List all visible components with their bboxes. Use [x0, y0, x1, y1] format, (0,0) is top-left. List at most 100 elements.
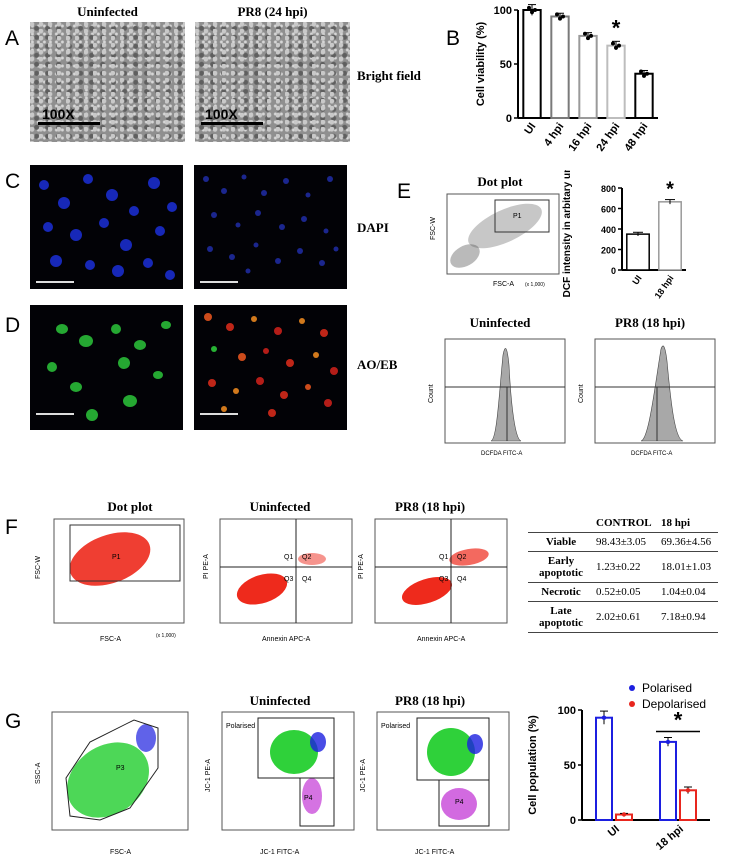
- quadrant-q4: Q4: [457, 576, 466, 583]
- bar: [626, 233, 650, 271]
- table-header: 18 hpi: [659, 514, 718, 533]
- x-tick-label: 16 hpi: [566, 121, 594, 154]
- scale-label: 100X: [42, 106, 75, 122]
- data-point: [586, 36, 590, 41]
- table-header: [528, 514, 594, 533]
- table-cell: 18.01±1.03: [659, 551, 718, 583]
- label-polarised: Polarised: [226, 723, 255, 730]
- x-tick-label: 24 hpi: [594, 121, 622, 154]
- data-point: [589, 33, 593, 38]
- header-uninfected-g: Uninfected: [249, 693, 311, 708]
- x-tick-label: 4 hpi: [542, 121, 567, 149]
- bar: [659, 740, 677, 821]
- axis-annexin: Annexin APC-A: [262, 636, 311, 643]
- table-row: Early apoptotic 1.23±0.22 18.01±1.03: [528, 551, 718, 583]
- panel-label-f: F: [5, 516, 18, 539]
- axis-fsc-w: FSC-W: [35, 556, 42, 579]
- x-tick-label: 48 hpi: [622, 121, 650, 154]
- data-point: [555, 12, 559, 17]
- legend-label: Polarised: [642, 681, 692, 695]
- data-point: [642, 73, 646, 78]
- gate-p3: P3: [116, 765, 125, 772]
- annexin-quadrant-pr8: Q1 Q2 Q3 Q4 PI PE-A Annexin APC-A: [358, 518, 508, 643]
- row-label-dapi: DAPI: [357, 220, 389, 235]
- table-row: Necrotic 0.52±0.05 1.04±0.04: [528, 582, 718, 602]
- axis-scale: (x 1,000): [525, 282, 545, 288]
- cell-population-chart: 0 50 100 Cell population (%) UI 18 hpi * Polari…: [527, 681, 710, 853]
- jc1-uninfected-plot: Polarised P4 JC-1 PE-A JC-1 FITC-A: [205, 711, 355, 856]
- data-point: [665, 739, 671, 745]
- y-tick-label: 0: [570, 815, 576, 827]
- jc1-scatter-plot: P3 SSC-A FSC-A: [35, 711, 189, 856]
- x-tick-label: UI: [522, 121, 538, 137]
- header-dot-plot-f: Dot plot: [107, 499, 153, 514]
- aoeb-uninfected-image: [30, 305, 183, 430]
- data-point: [614, 45, 618, 50]
- panel-label-d: D: [5, 314, 21, 337]
- panel-label-g: G: [5, 710, 22, 733]
- table-cell: 1.23±0.22: [594, 551, 660, 583]
- bar: [578, 34, 598, 119]
- table-cell: 2.02±0.61: [594, 601, 660, 633]
- axis-pi: PI PE-A: [203, 554, 210, 579]
- panel-label-b: B: [446, 27, 461, 50]
- bar: [522, 9, 542, 119]
- bar: [550, 15, 570, 119]
- annexin-dot-plot: P1 FSC-W FSC-A (x 1,000): [35, 518, 185, 643]
- y-tick-label: 400: [601, 225, 616, 235]
- header-uninfected-e: Uninfected: [469, 315, 531, 330]
- legend-label: Depolarised: [642, 697, 706, 711]
- row-label-bright-field: Bright field: [357, 68, 421, 83]
- y-axis-label: DCF intensity in arbitary unit: [562, 170, 573, 297]
- quadrant-q1: Q1: [284, 554, 293, 561]
- table-cell: 98.43±3.05: [594, 532, 660, 552]
- cell-viability-chart: 0 50 100 Cell viability (%) UI 4 hpi 16 hpi 24 …: [475, 4, 658, 154]
- significance-star: *: [612, 15, 621, 40]
- quadrant-q4: Q4: [302, 576, 311, 583]
- axis-fsc-a: FSC-A: [110, 849, 131, 856]
- y-tick-label: 200: [601, 246, 616, 256]
- table-cell: 7.18±0.94: [659, 601, 718, 633]
- table-cell: 1.04±0.04: [659, 582, 718, 602]
- data-point: [621, 812, 627, 817]
- y-tick-label: 0: [506, 113, 512, 125]
- quadrant-q3: Q3: [439, 576, 448, 583]
- dapi-nuclei: [36, 174, 177, 283]
- histogram-pr8: Count DCFDA FITC-A: [578, 338, 716, 457]
- bar: [658, 201, 682, 271]
- axis-count: Count: [428, 384, 435, 403]
- axis-scale: (x 1,000): [156, 633, 176, 639]
- axis-jc1-pe: JC-1 PE-A: [360, 759, 367, 792]
- table-cell: Viable: [528, 532, 594, 552]
- table-header-row: CONTROL 18 hpi: [528, 514, 718, 533]
- quadrant-q1: Q1: [439, 554, 448, 561]
- header-uninfected-f: Uninfected: [249, 499, 311, 514]
- scale-bar: [201, 122, 263, 125]
- axis-ssc-a: SSC-A: [35, 762, 42, 784]
- aoeb-cells: [200, 313, 338, 417]
- data-point: [611, 41, 615, 46]
- y-tick-label: 50: [564, 760, 576, 772]
- data-point: [639, 69, 643, 74]
- bar: [679, 789, 697, 822]
- table-cell: Late apoptotic: [528, 601, 594, 633]
- table-row: Late apoptotic 2.02±0.61 7.18±0.94: [528, 601, 718, 633]
- dapi-nuclei: [200, 174, 339, 283]
- scale-label: 100X: [205, 106, 238, 122]
- data-point: [685, 788, 691, 793]
- axis-jc1-fitc: JC-1 FITC-A: [260, 849, 300, 856]
- header-dot-plot-e: Dot plot: [477, 174, 523, 189]
- data-point: [561, 14, 565, 19]
- y-tick-label: 100: [558, 705, 576, 717]
- y-tick-label: 0: [611, 266, 616, 276]
- quadrant-q2: Q2: [457, 554, 466, 561]
- bar: [606, 44, 626, 119]
- gate-p1: P1: [112, 554, 121, 561]
- header-uninfected: Uninfected: [77, 4, 138, 19]
- axis-jc1-pe: JC-1 PE-A: [205, 759, 212, 792]
- header-pr8-18-g: PR8 (18 hpi): [394, 693, 466, 708]
- axis-pi: PI PE-A: [358, 554, 365, 579]
- panel-label-a: A: [5, 27, 20, 50]
- x-tick-label: UI: [630, 273, 643, 286]
- y-tick-label: 100: [494, 5, 512, 17]
